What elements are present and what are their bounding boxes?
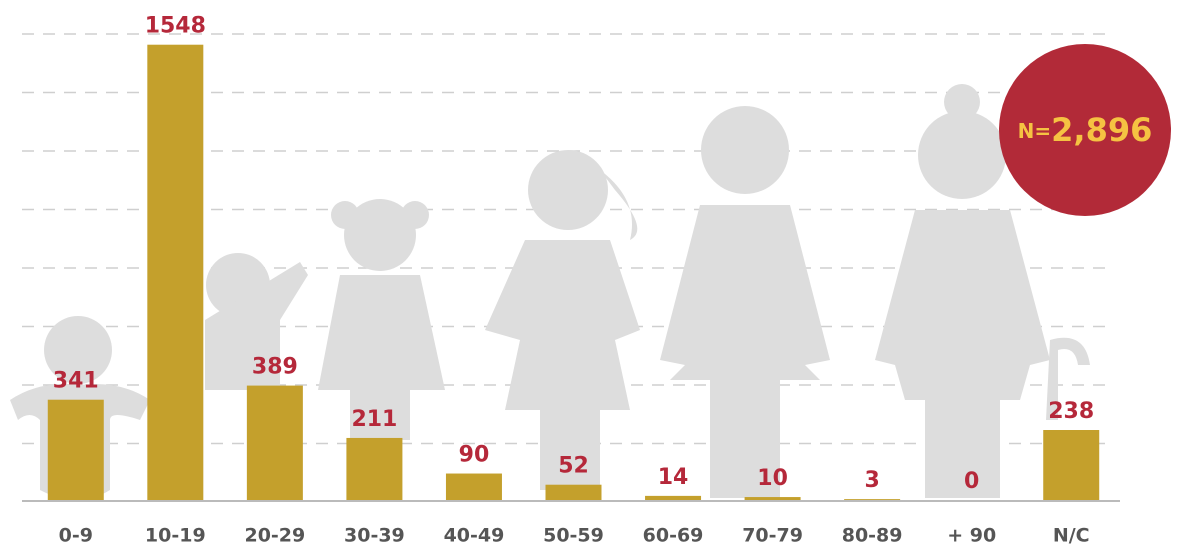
bar: [844, 499, 901, 500]
data-label: 52: [558, 454, 589, 479]
x-tick-label: 10-19: [145, 525, 206, 547]
data-label: 1548: [145, 14, 206, 39]
teen-body: [485, 240, 640, 490]
teen-head: [528, 150, 608, 230]
bar: [545, 484, 602, 500]
x-tick-label: 20-29: [244, 525, 305, 547]
data-label: 90: [459, 443, 490, 468]
bar: [645, 495, 702, 500]
bar: [346, 437, 403, 500]
x-tick-label: 60-69: [643, 525, 704, 547]
data-label: 14: [658, 465, 689, 490]
girl-bun: [401, 201, 429, 229]
bar: [47, 399, 104, 500]
elder-bun: [944, 84, 980, 120]
x-tick-label: 50-59: [543, 525, 604, 547]
bar: [1043, 430, 1100, 500]
data-label: 0: [964, 469, 979, 494]
girl-body: [318, 275, 445, 440]
elder-head: [918, 111, 1006, 199]
x-tick-label: 30-39: [344, 525, 405, 547]
silhouettes: [10, 84, 1090, 500]
x-tick-label: 80-89: [842, 525, 903, 547]
x-tick-label: 0-9: [59, 525, 93, 547]
badge-total: 2,896: [1051, 111, 1152, 149]
baby-head: [44, 316, 112, 384]
bar: [246, 385, 303, 500]
bar: [445, 473, 502, 500]
data-label: 389: [252, 355, 298, 380]
data-label: 238: [1048, 399, 1094, 424]
bar: [744, 497, 801, 500]
badge-prefix: N=: [1018, 119, 1052, 143]
data-label: 341: [53, 369, 99, 394]
woman-head: [701, 106, 789, 194]
elder-body: [875, 210, 1050, 498]
girl-head: [344, 199, 416, 271]
x-tick-label: + 90: [947, 525, 996, 547]
badge-text: N=2,896: [1018, 111, 1153, 149]
x-tick-label: 40-49: [444, 525, 505, 547]
data-label: 3: [864, 468, 879, 493]
cane: [1046, 337, 1090, 420]
girl-bun: [331, 201, 359, 229]
woman-body: [660, 205, 830, 498]
teen-ponytail: [600, 170, 638, 240]
x-tick-label: 70-79: [742, 525, 803, 547]
x-tick-label: N/C: [1053, 525, 1090, 547]
data-label: 211: [351, 407, 397, 432]
data-label: 10: [757, 466, 788, 491]
toddler-body: [205, 262, 308, 390]
bar: [147, 44, 204, 501]
badge: [999, 44, 1171, 216]
